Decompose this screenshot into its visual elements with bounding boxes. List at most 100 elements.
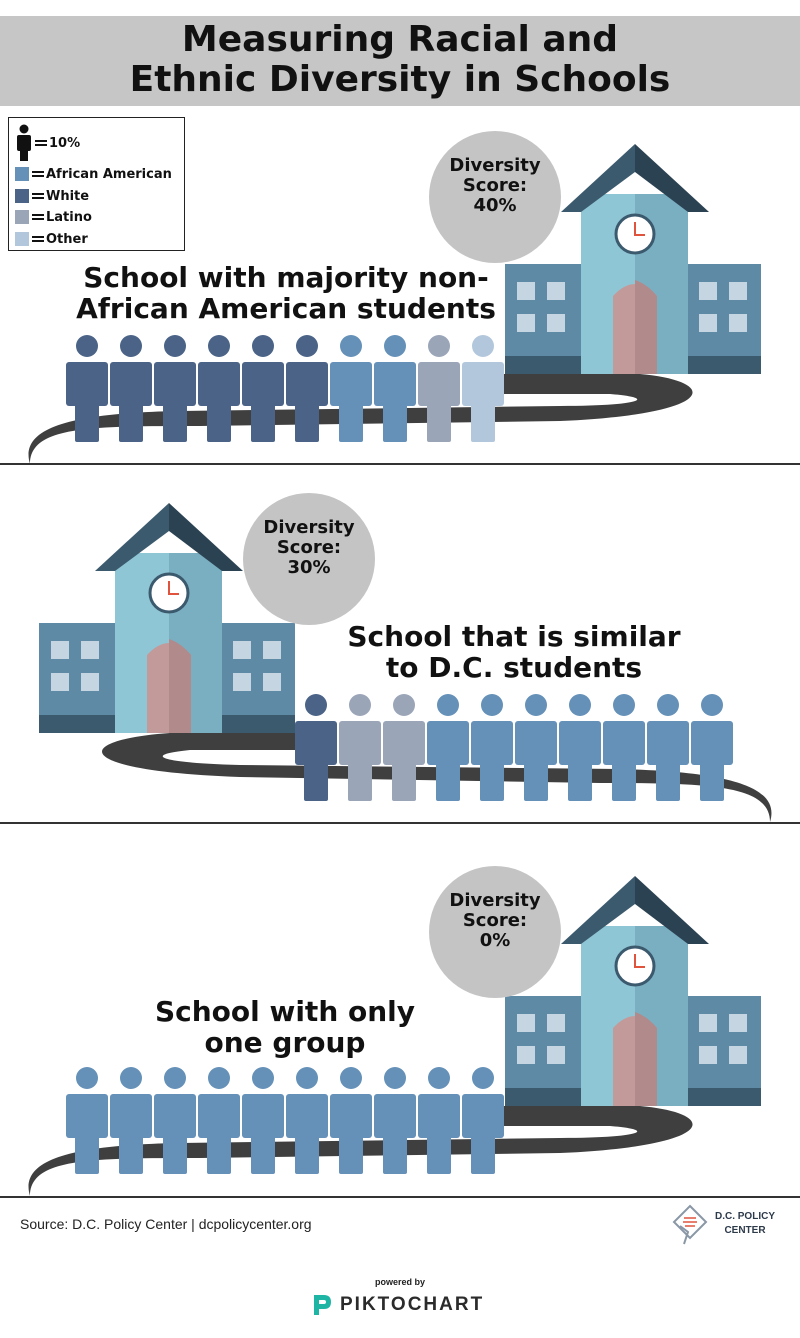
legend-item-white: White [15, 187, 89, 205]
score-value: 0% [479, 930, 511, 951]
person-icon-latino [418, 335, 460, 442]
legend-label-other: Other [46, 231, 88, 247]
score-value: 40% [473, 195, 517, 216]
school-building [505, 144, 761, 374]
legend-swatch-latino [15, 210, 29, 224]
person-icon-african-american [471, 694, 513, 801]
score-label-line2: Score: [462, 175, 528, 196]
person-icon-other [462, 335, 504, 442]
score-label-line2: Score: [276, 537, 342, 558]
person-icon-african-american [427, 694, 469, 801]
score-label-line1: Diversity [449, 155, 541, 176]
diversity-score-bubble: Diversity Score: 0% [429, 866, 561, 998]
school-label-line2: African American students [76, 292, 496, 325]
scene-2 [39, 503, 772, 822]
person-icon-african-american [515, 694, 557, 801]
powered-by-label: powered by [374, 1277, 425, 1287]
person-icon-latino [339, 694, 381, 801]
legend-swatch-other [15, 232, 29, 246]
legend: 10% African American White Latino Other [8, 117, 185, 251]
person-icon-african-american [647, 694, 689, 801]
school-label-line1: School that is similar [347, 620, 681, 653]
score-label-line1: Diversity [263, 517, 355, 538]
section-only-one-group: Diversity Score: 0% School with only one… [0, 838, 800, 1198]
person-icon-african-american [330, 335, 372, 442]
diversity-score-bubble: Diversity Score: 30% [243, 493, 375, 625]
school-right-wing [685, 264, 761, 374]
person-icon-white [198, 335, 240, 442]
person-icon-african-american [198, 1067, 240, 1174]
score-label-line2: Score: [462, 910, 528, 931]
person-icon-african-american [462, 1067, 504, 1174]
legend-swatch-african-american [15, 167, 29, 181]
legend-item-latino: Latino [15, 208, 92, 226]
people-row-3 [66, 1067, 504, 1174]
equals-icon [32, 193, 44, 199]
person-icon-african-american [242, 1067, 284, 1174]
school-building [505, 876, 761, 1106]
piktochart-wordmark: PIKTOCHART [340, 1294, 485, 1315]
school-label-line1: School with majority non- [83, 261, 489, 294]
piktochart-logo[interactable]: PIKTOCHART [310, 1293, 495, 1317]
person-icon-white [295, 694, 337, 801]
legend-label-african-american: African American [46, 166, 172, 182]
diversity-score-bubble: Diversity Score: 40% [429, 131, 561, 263]
person-icon-white [154, 335, 196, 442]
school-label: School with majority non- African Americ… [60, 262, 512, 324]
school-label-line2: to D.C. students [385, 651, 643, 684]
legend-item-other: Other [15, 230, 88, 248]
logo-line1: D.C. POLICY [714, 1211, 775, 1222]
person-icon-african-american [66, 1067, 108, 1174]
person-icon-african-american [286, 1067, 328, 1174]
section-divider [0, 822, 800, 824]
source-note: Source: D.C. Policy Center | dcpolicycen… [20, 1216, 312, 1232]
section-divider [0, 463, 800, 465]
equals-icon [32, 236, 44, 242]
school-right-wing [685, 996, 761, 1106]
school-roof [95, 503, 169, 571]
person-icon-african-american [374, 1067, 416, 1174]
people-row-2 [295, 694, 733, 801]
person-icon-african-american [603, 694, 645, 801]
section-divider [0, 1196, 800, 1198]
person-icon-white [286, 335, 328, 442]
piktochart-icon [314, 1295, 331, 1315]
logo-line2: CENTER [724, 1225, 766, 1236]
school-label: School that is similar to D.C. students [320, 621, 708, 683]
school-label: School with only one group [130, 996, 440, 1058]
section-similar-to-dc: Diversity Score: 30% School that is simi… [0, 465, 800, 825]
person-icon-white [66, 335, 108, 442]
dc-policy-center-logo: D.C. POLICY CENTER [670, 1204, 780, 1248]
equals-icon [32, 214, 44, 220]
person-icon-white [242, 335, 284, 442]
scene-1 [28, 144, 761, 464]
legend-swatch-white [15, 189, 29, 203]
title-banner: Measuring Racial and Ethnic Diversity in… [0, 16, 800, 106]
score-value: 30% [287, 557, 331, 578]
scene-3 [28, 876, 761, 1196]
school-label-line2: one group [204, 1026, 366, 1059]
person-icon-african-american [559, 694, 601, 801]
legend-item-african-american: African American [15, 165, 172, 183]
school-roof [561, 876, 635, 944]
school-building [39, 503, 295, 733]
section-majority-non-african-american: Diversity Score: 40% School with majorit… [0, 106, 800, 466]
equals-icon [35, 140, 47, 146]
legend-label-latino: Latino [46, 209, 92, 225]
dc-map-icon [672, 1204, 708, 1245]
person-icon-african-american [110, 1067, 152, 1174]
school-right-wing [219, 623, 295, 733]
school-label-line1: School with only [154, 995, 416, 1028]
person-icon-african-american [691, 694, 733, 801]
person-icon-african-american [154, 1067, 196, 1174]
person-icon-african-american [374, 335, 416, 442]
person-icon-white [110, 335, 152, 442]
legend-label-white: White [46, 188, 90, 204]
people-row-1 [66, 335, 504, 442]
legend-label-unit: 10% [49, 135, 81, 151]
logo-text: D.C. POLICY CENTER [710, 1210, 780, 1238]
school-roof [561, 144, 635, 212]
title-line-1: Measuring Racial and [181, 19, 619, 60]
score-label-line1: Diversity [449, 890, 541, 911]
person-icon-african-american [330, 1067, 372, 1174]
